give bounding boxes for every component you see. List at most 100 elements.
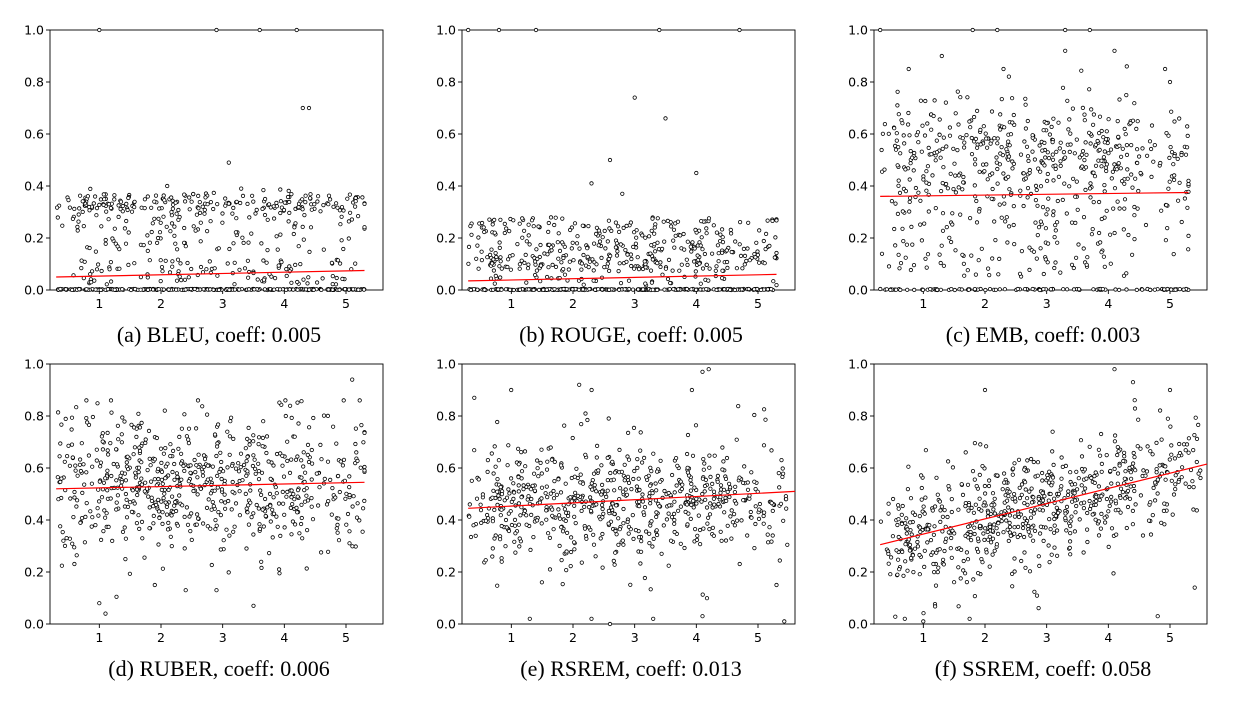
data-point	[304, 528, 310, 533]
data-point	[309, 207, 314, 212]
data-point	[295, 510, 300, 515]
data-point	[490, 546, 495, 551]
data-point	[526, 494, 531, 499]
data-point	[621, 521, 626, 526]
data-point	[134, 487, 139, 492]
data-point	[362, 468, 367, 473]
data-point	[1124, 93, 1129, 98]
data-point	[304, 566, 309, 571]
data-point	[545, 459, 550, 464]
data-point	[146, 494, 151, 499]
data-point	[483, 518, 489, 523]
data-point	[617, 287, 622, 292]
data-point	[741, 498, 746, 503]
data-point	[496, 493, 501, 498]
data-point	[672, 529, 677, 535]
data-point	[536, 287, 542, 292]
data-point	[972, 594, 977, 599]
x-tick-label: 5	[754, 630, 762, 645]
data-point	[1046, 498, 1051, 503]
data-point	[467, 502, 472, 507]
data-point	[1000, 487, 1005, 492]
data-point	[259, 470, 265, 475]
data-point	[966, 524, 971, 529]
data-point	[1177, 180, 1182, 185]
data-point	[989, 196, 994, 201]
data-point	[299, 502, 304, 507]
data-point	[1010, 472, 1015, 477]
data-point	[946, 459, 951, 464]
data-point	[949, 555, 954, 560]
data-point	[918, 529, 923, 534]
data-point	[101, 529, 106, 534]
data-point	[715, 473, 720, 479]
data-point	[499, 287, 504, 292]
data-point	[335, 522, 340, 527]
data-point	[596, 228, 601, 233]
data-point	[193, 228, 198, 233]
data-point	[570, 240, 575, 245]
data-point	[1118, 486, 1124, 491]
data-point	[941, 165, 946, 170]
data-point	[958, 576, 963, 581]
x-tick-label: 1	[919, 630, 927, 645]
data-point	[287, 264, 292, 269]
x-tick-label: 3	[631, 630, 639, 645]
data-point	[114, 507, 119, 512]
data-point	[164, 512, 170, 517]
chart-rsrem: 0.00.20.40.60.81.01 2 3 4 5	[436, 357, 796, 645]
data-point	[230, 489, 235, 494]
data-point	[903, 189, 909, 194]
data-point	[1155, 491, 1160, 496]
data-point	[1065, 98, 1070, 103]
data-point	[572, 540, 577, 545]
data-point	[950, 465, 955, 470]
data-point	[671, 511, 677, 516]
data-point	[256, 469, 261, 474]
data-point	[594, 231, 599, 236]
data-point	[160, 269, 165, 274]
data-point	[157, 206, 162, 211]
data-point	[987, 564, 992, 569]
data-point	[996, 272, 1001, 277]
x-tick-label: 4	[280, 630, 288, 645]
data-point	[246, 275, 251, 280]
data-point	[898, 151, 903, 156]
data-point	[629, 256, 634, 262]
data-point	[685, 465, 690, 470]
data-point	[976, 258, 981, 263]
data-point	[644, 475, 649, 480]
data-point	[1104, 496, 1109, 502]
data-point	[488, 276, 494, 281]
data-point	[948, 171, 953, 176]
data-point	[895, 211, 901, 216]
data-point	[982, 483, 987, 489]
data-point	[563, 481, 568, 486]
data-point	[1012, 531, 1017, 536]
data-point	[271, 287, 277, 292]
data-point	[175, 474, 180, 480]
data-point	[184, 434, 189, 439]
data-point	[700, 266, 706, 271]
data-point	[552, 222, 557, 228]
data-point	[1086, 130, 1092, 135]
y-tick-label: 0.0	[436, 283, 456, 298]
data-point	[543, 491, 548, 496]
data-point	[77, 287, 82, 292]
data-point	[725, 265, 730, 270]
data-point	[1097, 497, 1102, 502]
data-point	[984, 162, 989, 167]
data-point	[700, 614, 705, 619]
data-point	[64, 536, 69, 541]
data-point	[120, 287, 125, 292]
data-point	[900, 226, 905, 231]
data-point	[1038, 531, 1043, 536]
data-point	[1169, 478, 1174, 483]
data-point	[604, 494, 609, 499]
data-point	[922, 221, 927, 226]
data-point	[1006, 139, 1011, 144]
data-point	[482, 229, 487, 235]
data-point	[131, 425, 137, 430]
data-point	[966, 508, 971, 513]
data-point	[734, 501, 739, 506]
